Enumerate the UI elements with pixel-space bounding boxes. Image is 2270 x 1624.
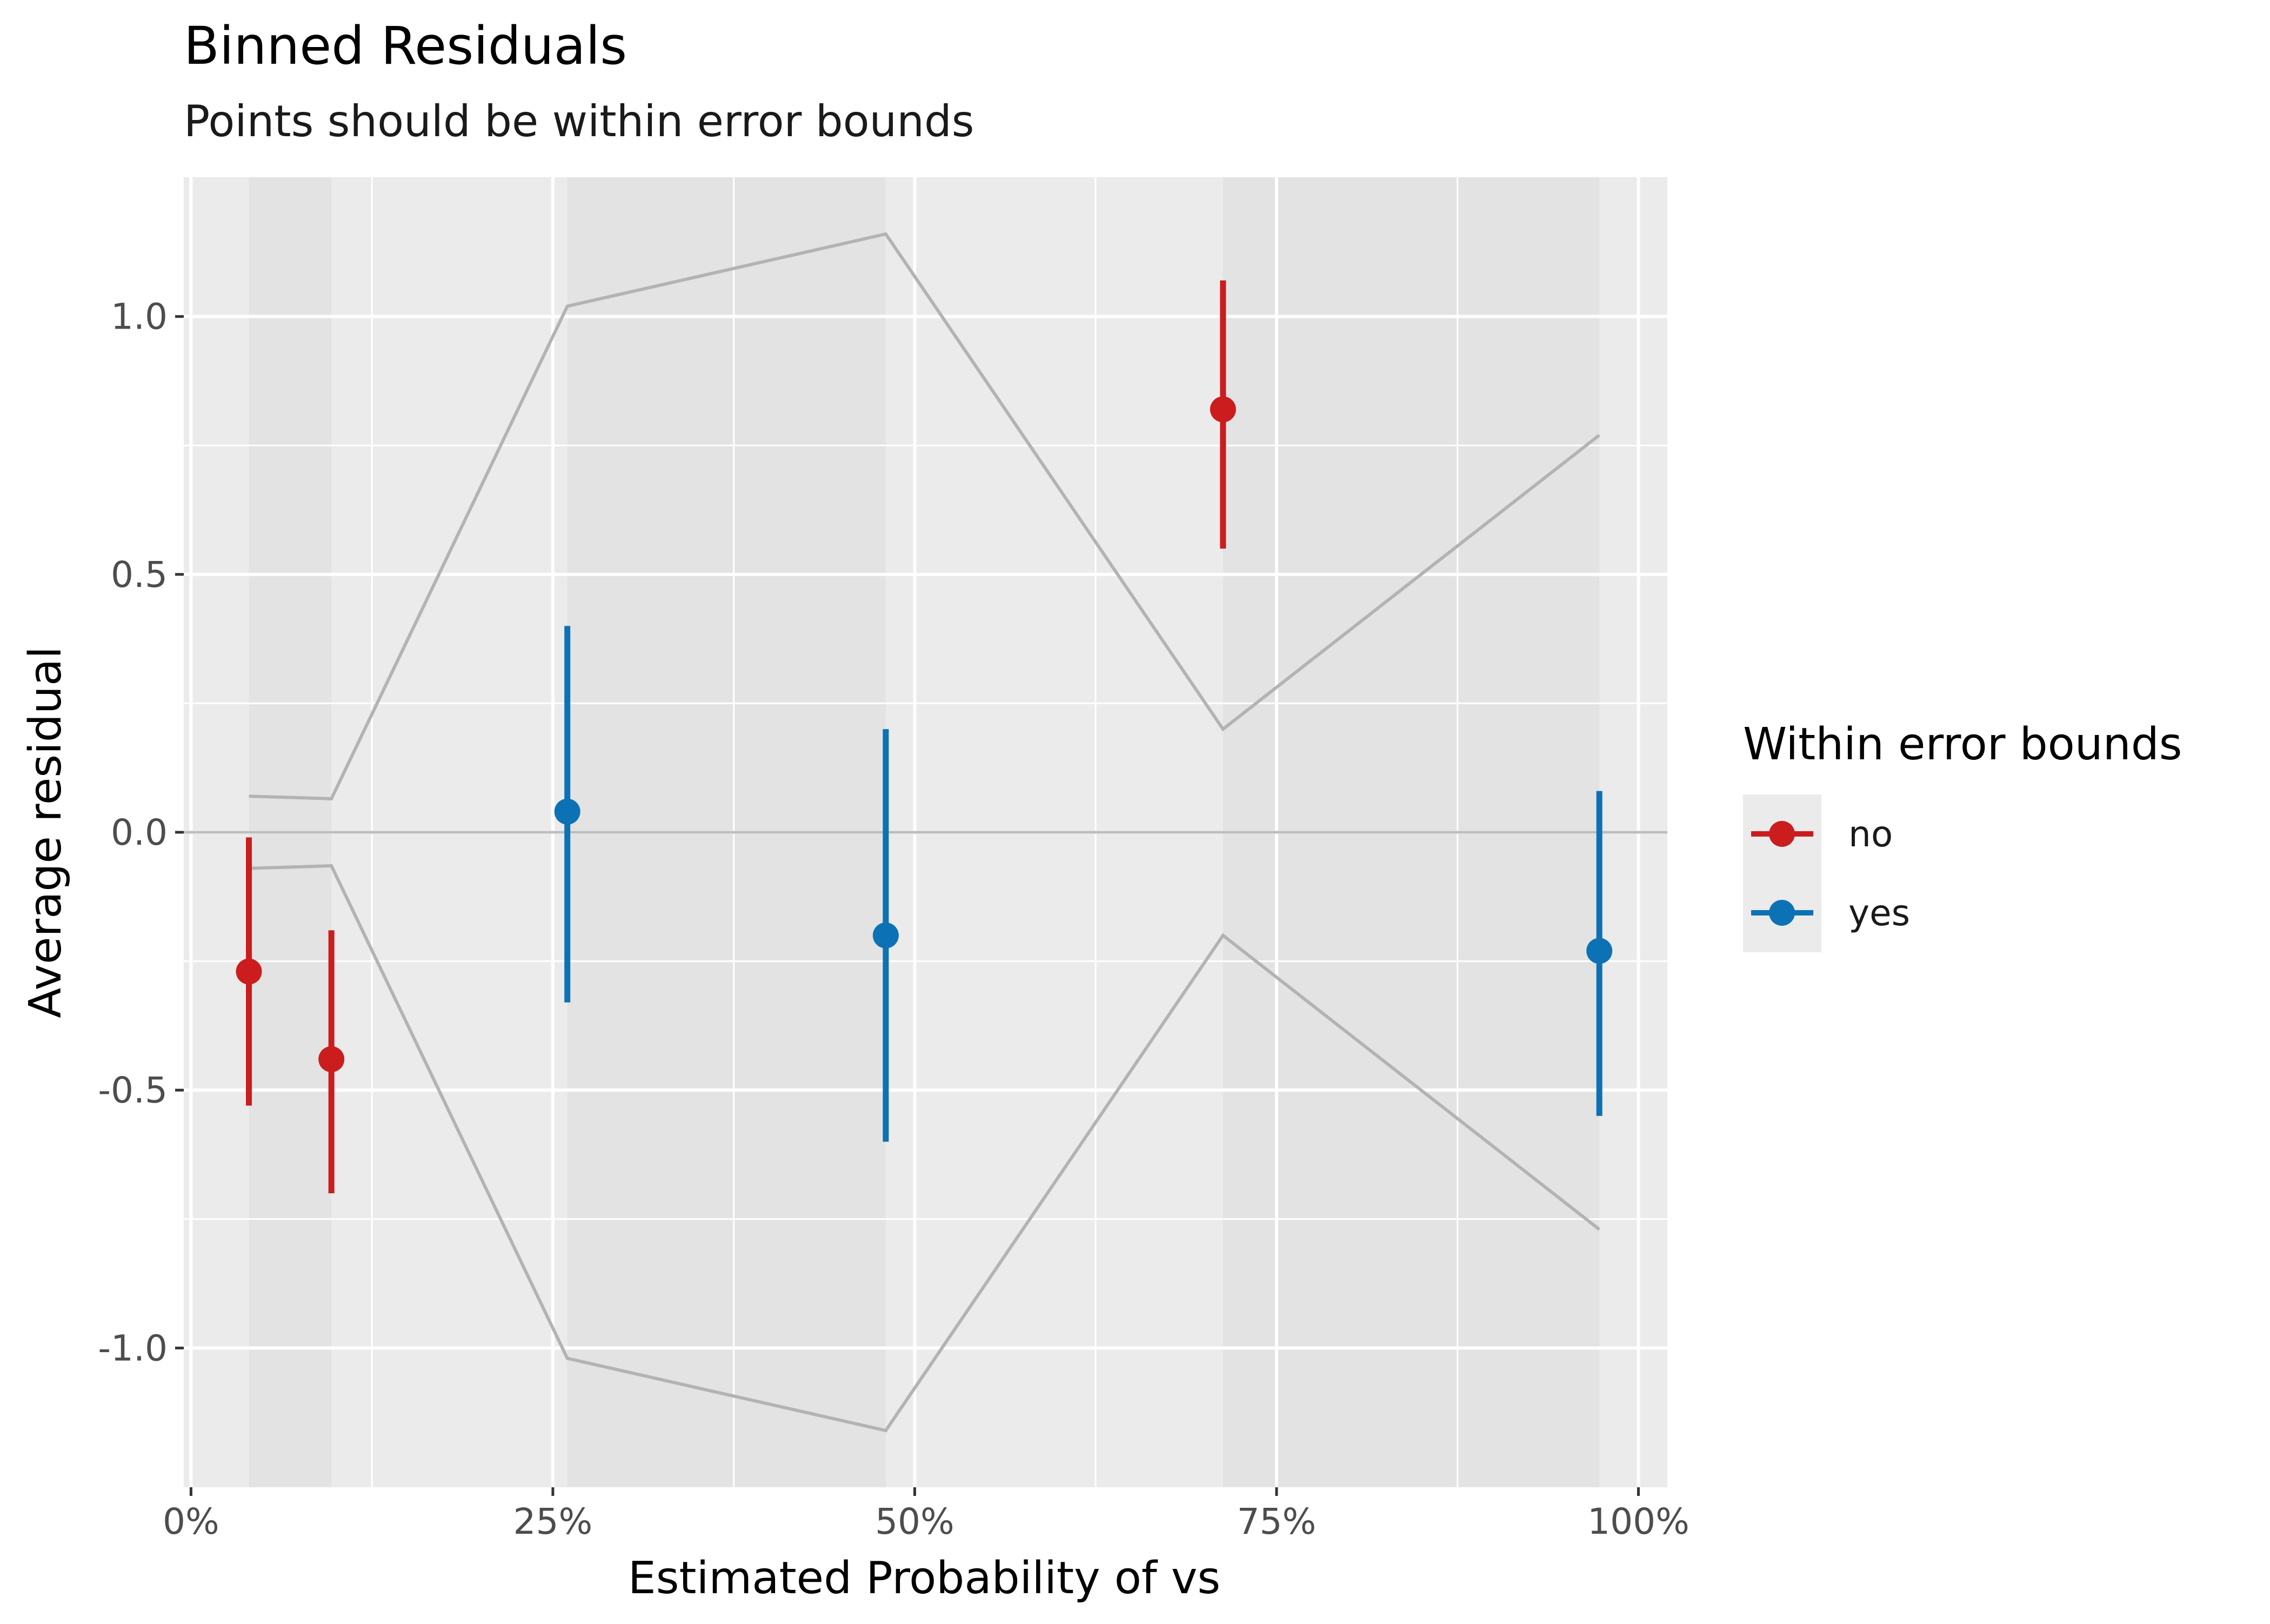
- legend-key-point: [1769, 900, 1795, 926]
- y-tick-label: 0.5: [111, 554, 168, 596]
- y-tick-label: 0.0: [111, 812, 168, 853]
- chart-subtitle: Points should be within error bounds: [184, 96, 974, 146]
- residual-point: [1210, 396, 1236, 423]
- y-tick-label: 1.0: [111, 296, 168, 338]
- residual-point: [318, 1046, 345, 1072]
- x-tick-label: 50%: [875, 1501, 954, 1542]
- y-axis-title: Average residual: [20, 646, 71, 1018]
- x-tick-label: 0%: [163, 1501, 219, 1542]
- legend-key-point: [1769, 821, 1795, 847]
- upper-error-bound-line: [249, 232, 1600, 801]
- data-marks: [236, 280, 1613, 1194]
- legend: Within error bounds no yes: [1743, 719, 2182, 952]
- chart-title: Binned Residuals: [184, 16, 627, 76]
- x-axis-title: Estimated Probability of vs: [628, 1553, 1220, 1604]
- y-tick-label: -0.5: [98, 1070, 168, 1111]
- x-tick-label: 25%: [513, 1501, 593, 1542]
- x-tick-label: 100%: [1587, 1501, 1690, 1542]
- residual-point: [554, 798, 580, 825]
- plot-panel: [184, 177, 1667, 1487]
- lower-error-bound-line: [249, 864, 1600, 1433]
- legend-label: yes: [1848, 892, 1910, 934]
- legend-key-background: [1743, 794, 1821, 952]
- axis-ticks: 0% 25% 50% 75% 100% -1.0 -0.5 0.0 0.5 1.0: [98, 296, 1690, 1542]
- legend-label: no: [1848, 813, 1893, 855]
- residual-point: [236, 958, 262, 985]
- y-tick-label: -1.0: [98, 1327, 168, 1369]
- residual-point: [872, 922, 899, 948]
- x-tick-label: 75%: [1237, 1501, 1317, 1542]
- legend-title: Within error bounds: [1743, 719, 2182, 770]
- residual-point: [1586, 938, 1613, 964]
